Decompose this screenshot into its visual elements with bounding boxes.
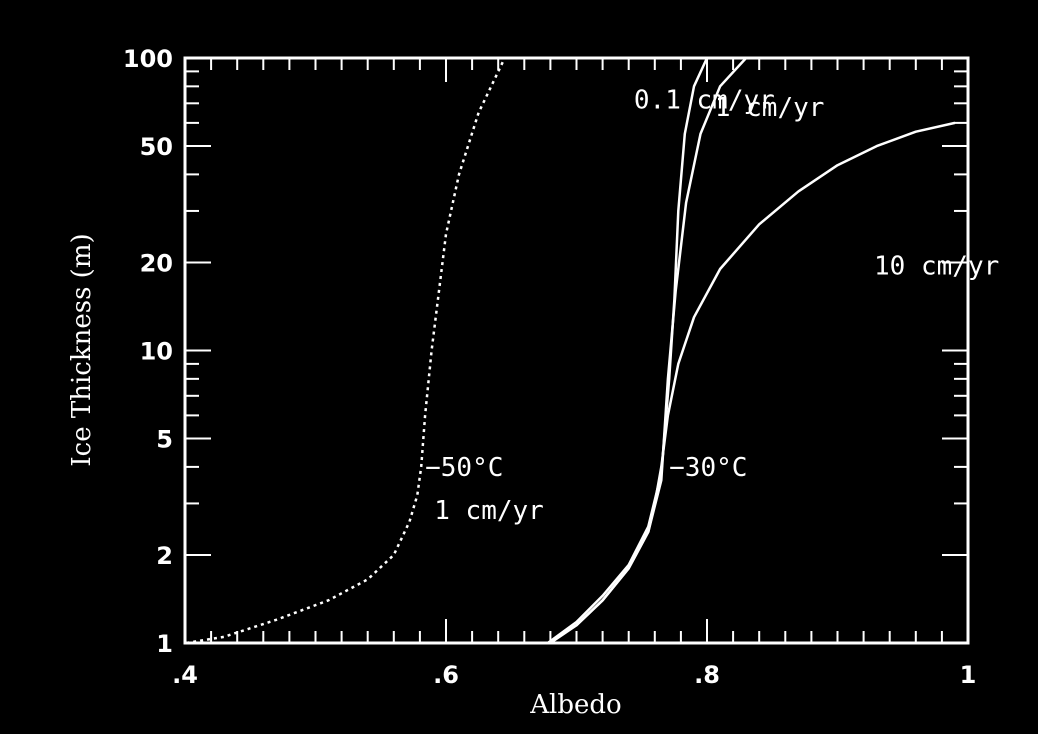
annotation-label-6: 1 cm/yr xyxy=(434,496,544,526)
y-tick-label: 20 xyxy=(140,249,173,277)
annotation-label-4: −30°C xyxy=(669,453,747,483)
x-tick-label: .4 xyxy=(172,661,198,689)
y-tick-labels: 1 2 5 10 20 50 100 xyxy=(123,45,173,658)
y-tick-label: 100 xyxy=(123,45,173,73)
series-line-1 xyxy=(186,57,506,645)
x-axis-label: Albedo xyxy=(529,690,621,720)
x-tick-label: .6 xyxy=(433,661,459,689)
annotation-label-2: 1 cm/yr xyxy=(715,93,825,123)
x-tick-label: .8 xyxy=(694,661,720,689)
x-tick-label: 1 xyxy=(960,661,977,689)
y-tick-label: 10 xyxy=(140,338,173,366)
y-tick-label: 50 xyxy=(140,133,173,161)
series-line-4 xyxy=(549,121,956,645)
annotation-label-5: −50°C xyxy=(425,453,503,483)
y-tick-label: 2 xyxy=(156,542,173,570)
y-tick-label: 1 xyxy=(156,630,173,658)
minor-ticks xyxy=(185,58,968,643)
y-axis-label: Ice Thickness (m) xyxy=(67,233,97,466)
y-tick-label: 5 xyxy=(156,426,173,454)
annotation-label-3: 10 cm/yr xyxy=(874,252,999,282)
x-tick-labels: .4 .6 .8 1 xyxy=(172,661,976,689)
series-group xyxy=(186,57,956,645)
annotation-label-1: 0.1 cm/yr xyxy=(634,86,775,116)
